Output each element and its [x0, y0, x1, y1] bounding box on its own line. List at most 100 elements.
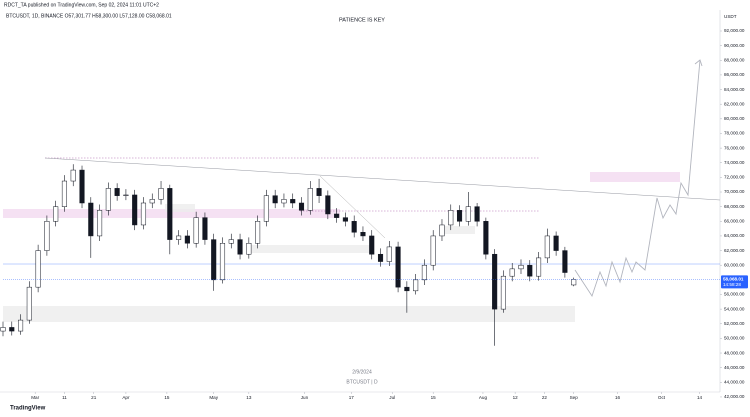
candle-body — [237, 239, 243, 255]
candle-body — [360, 232, 366, 237]
y-tick-label: 82,000.00 — [724, 101, 745, 106]
y-tick-label: 90,000.00 — [724, 43, 745, 48]
candle-body — [263, 195, 269, 222]
candle-body — [44, 221, 50, 251]
y-tick-label: 92,000.00 — [724, 28, 745, 33]
currency-label: USDT — [724, 14, 737, 19]
candle-body — [158, 188, 164, 200]
candle-body — [395, 246, 401, 288]
y-tick-label: 74,000.00 — [724, 160, 745, 165]
y-tick-label: 80,000.00 — [724, 116, 745, 121]
x-tick-label: 21 — [91, 395, 97, 400]
x-tick-label: 22 — [542, 395, 548, 400]
candle-body — [298, 202, 305, 211]
candle-body — [325, 195, 331, 215]
watermark-date: 2/9/2024 — [352, 369, 372, 375]
x-tick-label: 11 — [62, 395, 67, 400]
candle-body — [509, 268, 515, 277]
candle-body — [97, 210, 103, 237]
y-tick-label: 62,000.00 — [724, 248, 745, 253]
candle-body — [193, 217, 199, 244]
candle-body — [123, 194, 129, 196]
projection-arrow — [694, 59, 703, 67]
y-tick-label: 68,000.00 — [724, 204, 745, 209]
candle-body — [53, 206, 59, 222]
y-tick-label: 72,000.00 — [724, 175, 745, 180]
y-tick-label: 46,000.00 — [724, 365, 745, 370]
x-tick-label: Mar — [31, 395, 39, 400]
x-tick-label: Sep — [570, 395, 579, 400]
candle-body — [492, 253, 498, 310]
candle-body — [483, 221, 489, 255]
chart-title: PATIENCE IS KEY — [339, 17, 385, 23]
candle-body — [430, 235, 436, 266]
candle-body — [202, 217, 208, 240]
y-tick-label: 86,000.00 — [724, 72, 745, 77]
candle-body — [35, 250, 41, 288]
y-tick-label: 84,000.00 — [724, 87, 745, 92]
y-tick-label: 48,000.00 — [724, 350, 745, 355]
price-tag: 58,068.01 — [723, 277, 744, 282]
candle-body — [290, 199, 296, 204]
y-tick-label: 44,000.00 — [724, 380, 745, 385]
x-tick-label: 17 — [349, 395, 355, 400]
x-tick-label: Oct — [658, 395, 666, 400]
candle-body — [281, 199, 287, 204]
candle-body — [474, 206, 480, 222]
x-tick-label: 12 — [513, 395, 519, 400]
candle-body — [500, 275, 506, 310]
candle-body — [246, 243, 252, 255]
candle-body — [527, 264, 533, 277]
candle-body — [184, 235, 190, 244]
publisher-line: RDCT_TA published on TradingView.com, Se… — [4, 2, 159, 8]
candle-body — [518, 264, 524, 270]
candle-body — [334, 213, 340, 218]
y-tick-label: 52,000.00 — [724, 321, 745, 326]
candle-body — [448, 210, 454, 226]
candle-body — [114, 188, 120, 196]
candle-body — [88, 202, 94, 237]
candle-body — [26, 286, 32, 321]
candle-body — [342, 217, 348, 222]
zone-small-2 — [250, 245, 370, 253]
candle-body — [571, 279, 577, 286]
y-tick-label: 66,000.00 — [724, 219, 745, 224]
candle-body — [421, 264, 427, 281]
trendline — [44, 157, 721, 201]
candle-body — [167, 188, 173, 240]
x-tick-label: 15 — [164, 395, 170, 400]
candle-body — [465, 206, 471, 222]
candle-body — [70, 169, 76, 182]
candle-body — [536, 257, 542, 277]
candle-body — [211, 239, 217, 281]
x-tick-label: Jul — [389, 395, 395, 400]
x-tick-label: Apr — [122, 395, 130, 400]
candle-body — [351, 221, 357, 233]
candle-body — [404, 286, 410, 292]
candle-body — [149, 199, 155, 204]
candle-body — [553, 235, 559, 251]
y-tick-label: 60,000.00 — [724, 262, 745, 267]
candle-body — [219, 243, 226, 281]
price-tag-box — [721, 275, 748, 289]
y-tick-label: 50,000.00 — [724, 336, 745, 341]
x-tick-label: 16 — [615, 395, 621, 400]
watermark-symbol: BTCUSDT | D — [346, 379, 378, 385]
demand-zone — [3, 306, 575, 322]
candle-body — [377, 253, 384, 262]
candle-body — [140, 202, 147, 226]
y-tick-label: 78,000.00 — [724, 131, 745, 136]
x-tick-label: 15 — [431, 395, 437, 400]
candle-body — [0, 327, 6, 332]
x-tick-label: 14 — [697, 395, 703, 400]
candle-body — [228, 239, 234, 244]
projection-path — [574, 59, 701, 298]
candle-body — [9, 327, 15, 332]
y-tick-label: 42,000.00 — [724, 394, 745, 399]
candle-body — [255, 221, 261, 244]
x-tick-label: Jun — [301, 395, 309, 400]
candle-body — [79, 169, 85, 204]
candle-body — [176, 235, 182, 240]
